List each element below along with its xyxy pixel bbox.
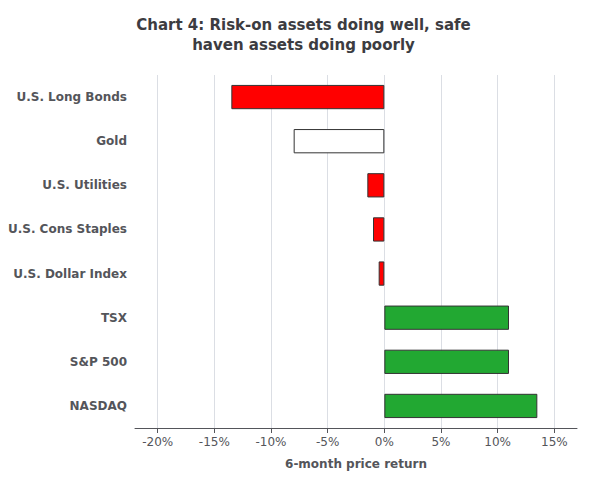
- svg-text:haven assets doing poorly: haven assets doing poorly: [192, 36, 415, 54]
- svg-text:U.S. Utilities: U.S. Utilities: [42, 178, 127, 192]
- svg-text:6-month price return: 6-month price return: [285, 457, 427, 471]
- svg-text:15%: 15%: [541, 435, 568, 449]
- svg-text:Chart 4: Risk-on assets doing: Chart 4: Risk-on assets doing well, safe: [136, 16, 471, 34]
- svg-text:U.S. Cons Staples: U.S. Cons Staples: [8, 222, 127, 236]
- svg-text:-10%: -10%: [255, 435, 286, 449]
- svg-text:5%: 5%: [431, 435, 450, 449]
- svg-text:U.S. Long Bonds: U.S. Long Bonds: [16, 90, 127, 104]
- svg-text:-20%: -20%: [142, 435, 173, 449]
- svg-text:S&P 500: S&P 500: [70, 355, 127, 369]
- svg-text:10%: 10%: [484, 435, 511, 449]
- svg-text:NASDAQ: NASDAQ: [70, 399, 127, 413]
- svg-text:-15%: -15%: [199, 435, 230, 449]
- svg-text:Gold: Gold: [96, 134, 127, 148]
- svg-text:U.S. Dollar Index: U.S. Dollar Index: [13, 267, 127, 281]
- svg-text:TSX: TSX: [101, 311, 128, 325]
- svg-text:0%: 0%: [375, 435, 394, 449]
- svg-text:-5%: -5%: [316, 435, 339, 449]
